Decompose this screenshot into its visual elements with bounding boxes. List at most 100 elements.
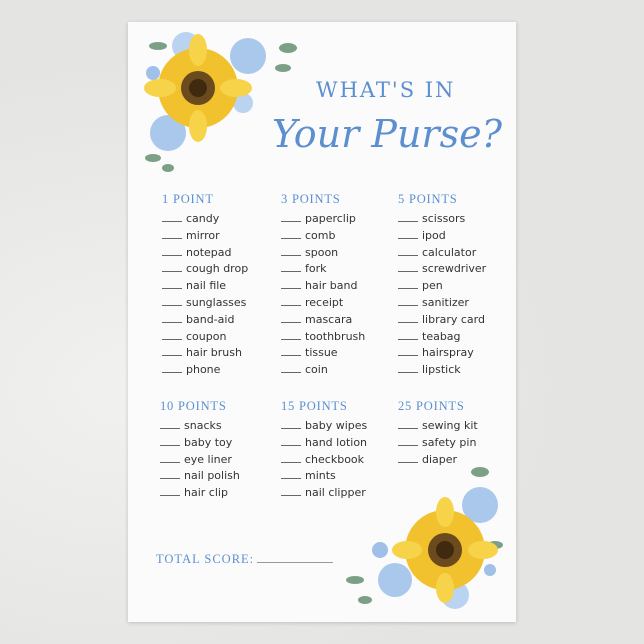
list-item: scissors <box>398 211 518 228</box>
item-label: scissors <box>422 212 466 225</box>
answer-blank[interactable] <box>160 485 180 497</box>
item-label: nail file <box>186 279 227 293</box>
sunflower-bouquet-top <box>144 32 297 172</box>
answer-blank[interactable] <box>398 452 418 463</box>
answer-blank[interactable] <box>398 228 418 239</box>
list-item: baby wipes <box>281 418 401 435</box>
item-label: band-aid <box>186 312 235 326</box>
list-item: calculator <box>398 245 518 262</box>
item-label: cough drop <box>186 262 249 276</box>
answer-blank[interactable] <box>281 452 301 463</box>
answer-blank[interactable] <box>398 435 418 446</box>
list-item: teabag <box>398 329 518 346</box>
answer-blank[interactable] <box>160 418 180 429</box>
answer-blank[interactable] <box>162 345 182 357</box>
answer-blank[interactable] <box>281 278 301 290</box>
answer-blank[interactable] <box>398 345 418 357</box>
item-label: notepad <box>186 245 232 259</box>
answer-blank[interactable] <box>281 312 301 323</box>
item-label: baby wipes <box>305 419 368 432</box>
answer-blank[interactable] <box>162 362 182 374</box>
item-label: spoon <box>305 245 339 259</box>
answer-blank[interactable] <box>281 261 301 273</box>
item-label: eye liner <box>184 452 232 466</box>
item-label: hair clip <box>184 486 228 500</box>
item-label: coupon <box>186 329 227 343</box>
answer-blank[interactable] <box>281 435 301 446</box>
group-header: 15 POINTS <box>281 399 348 413</box>
list-item: screwdriver <box>398 261 518 278</box>
answer-blank[interactable] <box>281 362 301 374</box>
item-label: safety pin <box>422 435 477 449</box>
item-label: hand lotion <box>305 435 368 449</box>
answer-blank[interactable] <box>160 452 180 463</box>
answer-blank[interactable] <box>162 228 182 239</box>
answer-blank[interactable] <box>160 435 180 446</box>
answer-blank[interactable] <box>281 245 301 256</box>
answer-blank[interactable] <box>398 278 418 290</box>
answer-blank[interactable] <box>398 211 418 222</box>
list-item: checkbook <box>281 452 401 469</box>
list-item: receipt <box>281 295 401 312</box>
list-item: hair clip <box>160 485 280 502</box>
item-label: diaper <box>422 452 458 466</box>
list-item: diaper <box>398 452 518 469</box>
item-label: toothbrush <box>305 329 366 343</box>
answer-blank[interactable] <box>281 329 301 340</box>
group-header: 10 POINTS <box>160 399 227 413</box>
item-label: teabag <box>422 329 461 343</box>
answer-blank[interactable] <box>162 245 182 256</box>
item-label: checkbook <box>305 452 365 466</box>
item-label: mirror <box>186 228 220 242</box>
answer-blank[interactable] <box>398 329 418 340</box>
answer-blank[interactable] <box>281 485 301 497</box>
total-score: TOTAL SCORE: <box>156 552 334 567</box>
answer-blank[interactable] <box>281 468 301 480</box>
item-label: mascara <box>305 312 353 326</box>
answer-blank[interactable] <box>162 312 182 323</box>
answer-blank[interactable] <box>398 362 418 374</box>
points-group: 15 POINTS baby wipes hand lotion checkbook m… <box>281 399 401 502</box>
points-group: 1 POINT candy mirror notepad cough drop nail … <box>162 192 282 379</box>
answer-blank[interactable] <box>162 295 182 306</box>
item-label: sanitizer <box>422 295 469 309</box>
item-label: coin <box>305 363 328 377</box>
answer-blank[interactable] <box>162 278 182 290</box>
list-item: baby toy <box>160 435 280 452</box>
item-label: sewing kit <box>422 419 478 432</box>
answer-blank[interactable] <box>398 261 418 273</box>
item-label: hairspray <box>422 346 474 360</box>
item-label: tissue <box>305 346 338 360</box>
list-item: toothbrush <box>281 329 401 346</box>
answer-blank[interactable] <box>398 312 418 323</box>
total-score-line[interactable] <box>257 562 334 563</box>
list-item: coupon <box>162 329 282 346</box>
item-label: paperclip <box>305 212 356 225</box>
points-group: 25 POINTS sewing kit safety pin diaper <box>398 399 518 468</box>
list-item: mirror <box>162 228 282 245</box>
list-item: nail polish <box>160 468 280 485</box>
answer-blank[interactable] <box>398 245 418 256</box>
answer-blank[interactable] <box>398 295 418 306</box>
list-item: lipstick <box>398 362 518 379</box>
list-item: mascara <box>281 312 401 329</box>
answer-blank[interactable] <box>281 418 301 429</box>
list-item: comb <box>281 228 401 245</box>
answer-blank[interactable] <box>162 261 182 273</box>
list-item: library card <box>398 312 518 329</box>
list-item: pen <box>398 278 518 295</box>
answer-blank[interactable] <box>281 345 301 357</box>
answer-blank[interactable] <box>162 329 182 340</box>
answer-blank[interactable] <box>162 211 182 222</box>
list-item: ipod <box>398 228 518 245</box>
answer-blank[interactable] <box>160 468 180 480</box>
answer-blank[interactable] <box>281 295 301 306</box>
answer-blank[interactable] <box>398 418 418 429</box>
item-label: phone <box>186 363 221 377</box>
points-group: 5 POINTS scissors ipod calculator screwdrive… <box>398 192 518 379</box>
answer-blank[interactable] <box>281 228 301 239</box>
list-item: mints <box>281 468 401 485</box>
list-item: fork <box>281 261 401 278</box>
list-item: hair band <box>281 278 401 295</box>
answer-blank[interactable] <box>281 211 301 222</box>
